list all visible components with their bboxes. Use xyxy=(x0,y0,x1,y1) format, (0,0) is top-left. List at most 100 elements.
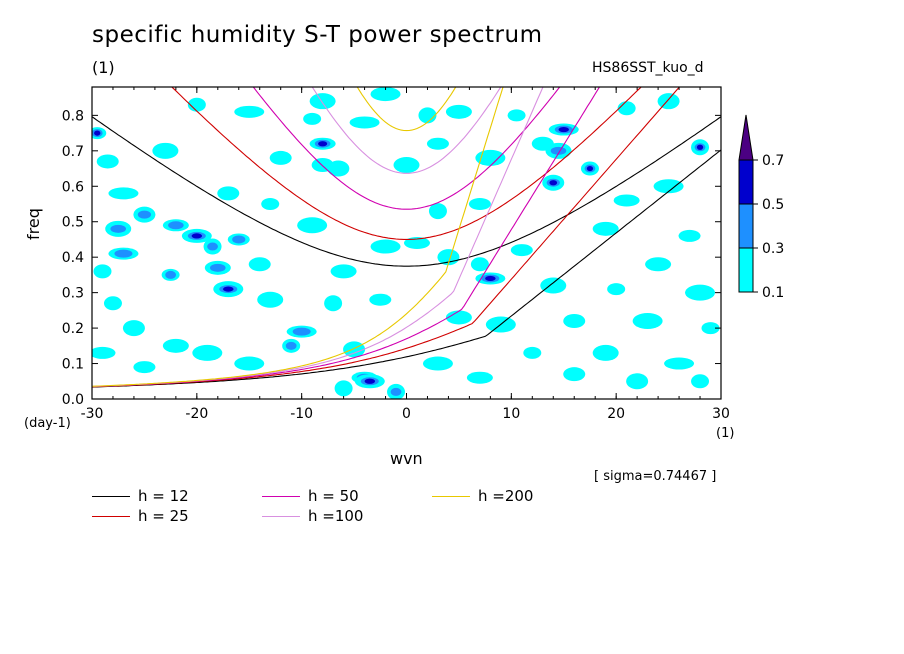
contour-blob xyxy=(234,105,265,118)
colorbar-label: 0.5 xyxy=(762,197,784,213)
y-tick-label: 0.4 xyxy=(62,250,84,266)
legend-item: h = 12 xyxy=(92,487,189,505)
contour-blob xyxy=(607,283,626,296)
curve-ig-h25 xyxy=(171,87,642,240)
contour-blob-core xyxy=(550,146,567,155)
x-tick-label: -10 xyxy=(290,406,313,422)
contour-blob xyxy=(701,322,720,335)
y-axis-unit: (day-1) xyxy=(24,416,71,431)
contour-blob xyxy=(96,154,119,169)
contour-blob xyxy=(234,356,265,371)
colorbar-label: 0.3 xyxy=(762,241,784,257)
contour-blob xyxy=(653,179,684,194)
legend-label: h =200 xyxy=(478,487,534,505)
legend-label: h = 50 xyxy=(308,487,359,505)
x-tick-label: 20 xyxy=(607,406,625,422)
contour-blob-core xyxy=(232,235,246,244)
contour-blob xyxy=(418,107,437,124)
contour-blob xyxy=(645,257,672,272)
x-tick-label: 10 xyxy=(502,406,520,422)
power-contours xyxy=(92,87,720,399)
curve-kelvin-h25 xyxy=(92,87,681,388)
contour-blob-core xyxy=(110,224,127,233)
contour-blob xyxy=(691,374,710,389)
contour-blob xyxy=(523,346,542,359)
curve-ig-h50 xyxy=(252,87,561,210)
legend-item: h = 25 xyxy=(92,507,189,525)
x-tick-label: 30 xyxy=(712,406,730,422)
contour-blob xyxy=(269,150,292,165)
contour-blob-core xyxy=(285,341,297,350)
contour-blob xyxy=(257,291,284,308)
legend-label: h = 12 xyxy=(138,487,189,505)
contour-blob xyxy=(103,296,122,311)
contour-blob-peak xyxy=(318,141,328,147)
contour-blob xyxy=(324,295,343,312)
contour-blob xyxy=(563,314,586,328)
axes: -30 -20 -10 0 10 20 30 0.0 0.1 0.2 0.3 0.4 0.5 0.6 0.7… xyxy=(62,87,730,422)
contour-blob xyxy=(626,373,649,390)
legend-item: h =200 xyxy=(432,487,533,505)
dispersion-curves xyxy=(92,87,721,388)
contour-blob xyxy=(370,239,401,254)
colorbar-segment xyxy=(738,159,754,205)
legend-swatch xyxy=(262,515,300,517)
y-tick-label: 0.6 xyxy=(62,179,84,195)
x-axis-unit: (1) xyxy=(716,426,735,441)
contour-blob xyxy=(445,104,472,119)
contour-blob-peak xyxy=(696,144,704,150)
colorbar-arrow xyxy=(738,114,754,161)
y-tick-label: 0.7 xyxy=(62,144,84,160)
units-label: (1) xyxy=(92,58,115,77)
contour-blob xyxy=(92,346,116,359)
chart-title: specific humidity S-T power spectrum xyxy=(92,22,543,48)
contour-blob xyxy=(685,284,716,301)
contour-blob xyxy=(393,157,420,173)
contour-blob xyxy=(297,217,328,234)
contour-blob xyxy=(428,203,447,220)
contour-blob xyxy=(192,344,223,361)
contour-blob xyxy=(187,97,206,112)
contour-blob-core xyxy=(210,263,226,272)
curve-kelvin-h200 xyxy=(92,87,504,387)
x-tick-label: -20 xyxy=(185,406,208,422)
contour-blob-peak xyxy=(191,233,203,239)
contour-blob-peak xyxy=(558,126,569,133)
contour-blob xyxy=(657,93,680,110)
contour-blob xyxy=(540,277,567,294)
contour-blob xyxy=(152,142,179,159)
legend-swatch xyxy=(92,515,130,517)
contour-blob xyxy=(334,380,353,397)
contour-blob-core xyxy=(165,270,177,279)
contour-blob-peak xyxy=(549,180,558,186)
y-tick-label: 0.1 xyxy=(62,357,84,373)
legend-swatch xyxy=(432,495,470,497)
contour-blob-peak xyxy=(364,378,376,384)
x-axis-label: wvn xyxy=(390,449,423,468)
contour-blob xyxy=(422,356,453,371)
contour-blob xyxy=(510,244,533,257)
contour-blob xyxy=(468,198,491,210)
contour-blob xyxy=(592,221,619,236)
curve-ig-h100 xyxy=(311,87,502,174)
contour-blob-core xyxy=(207,242,218,251)
contour-blob xyxy=(349,116,380,129)
legend-swatch xyxy=(92,495,130,497)
colorbar-label: 0.7 xyxy=(762,153,784,169)
contour-blob xyxy=(108,187,139,200)
contour-blob xyxy=(370,87,401,102)
contour-blob xyxy=(403,237,430,249)
contour-blob xyxy=(445,310,472,325)
contour-blob xyxy=(613,194,640,207)
contour-blob xyxy=(369,293,392,306)
legend-item: h =100 xyxy=(262,507,363,525)
colorbar-segment xyxy=(738,247,754,293)
y-tick-label: 0.2 xyxy=(62,321,84,337)
contour-blob xyxy=(93,264,112,279)
contour-blob xyxy=(507,109,526,122)
sigma-note: [ sigma=0.74467 ] xyxy=(594,469,717,484)
contour-blob xyxy=(162,338,189,353)
contour-blob xyxy=(678,229,701,242)
contour-blob xyxy=(592,344,619,361)
